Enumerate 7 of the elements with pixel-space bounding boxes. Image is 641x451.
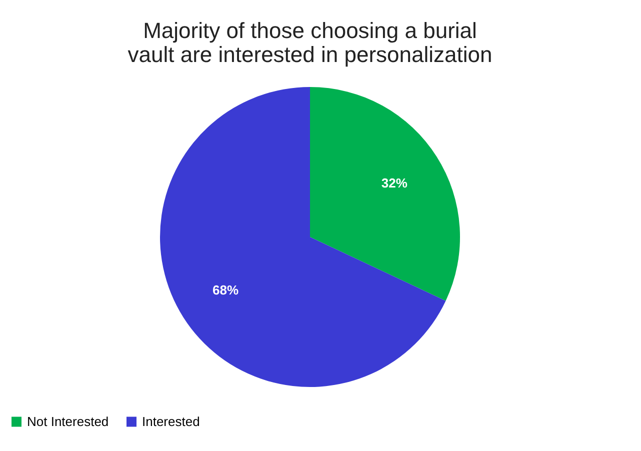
legend-label: Not Interested (27, 414, 109, 429)
data-label: 32% (381, 175, 408, 190)
legend-label: Interested (142, 414, 200, 429)
data-label: 68% (212, 282, 240, 298)
pie-slice (160, 87, 446, 387)
pie-slice (310, 87, 460, 301)
chart-title: Majority of those choosing a burial vault are interested in personalization (128, 18, 492, 67)
